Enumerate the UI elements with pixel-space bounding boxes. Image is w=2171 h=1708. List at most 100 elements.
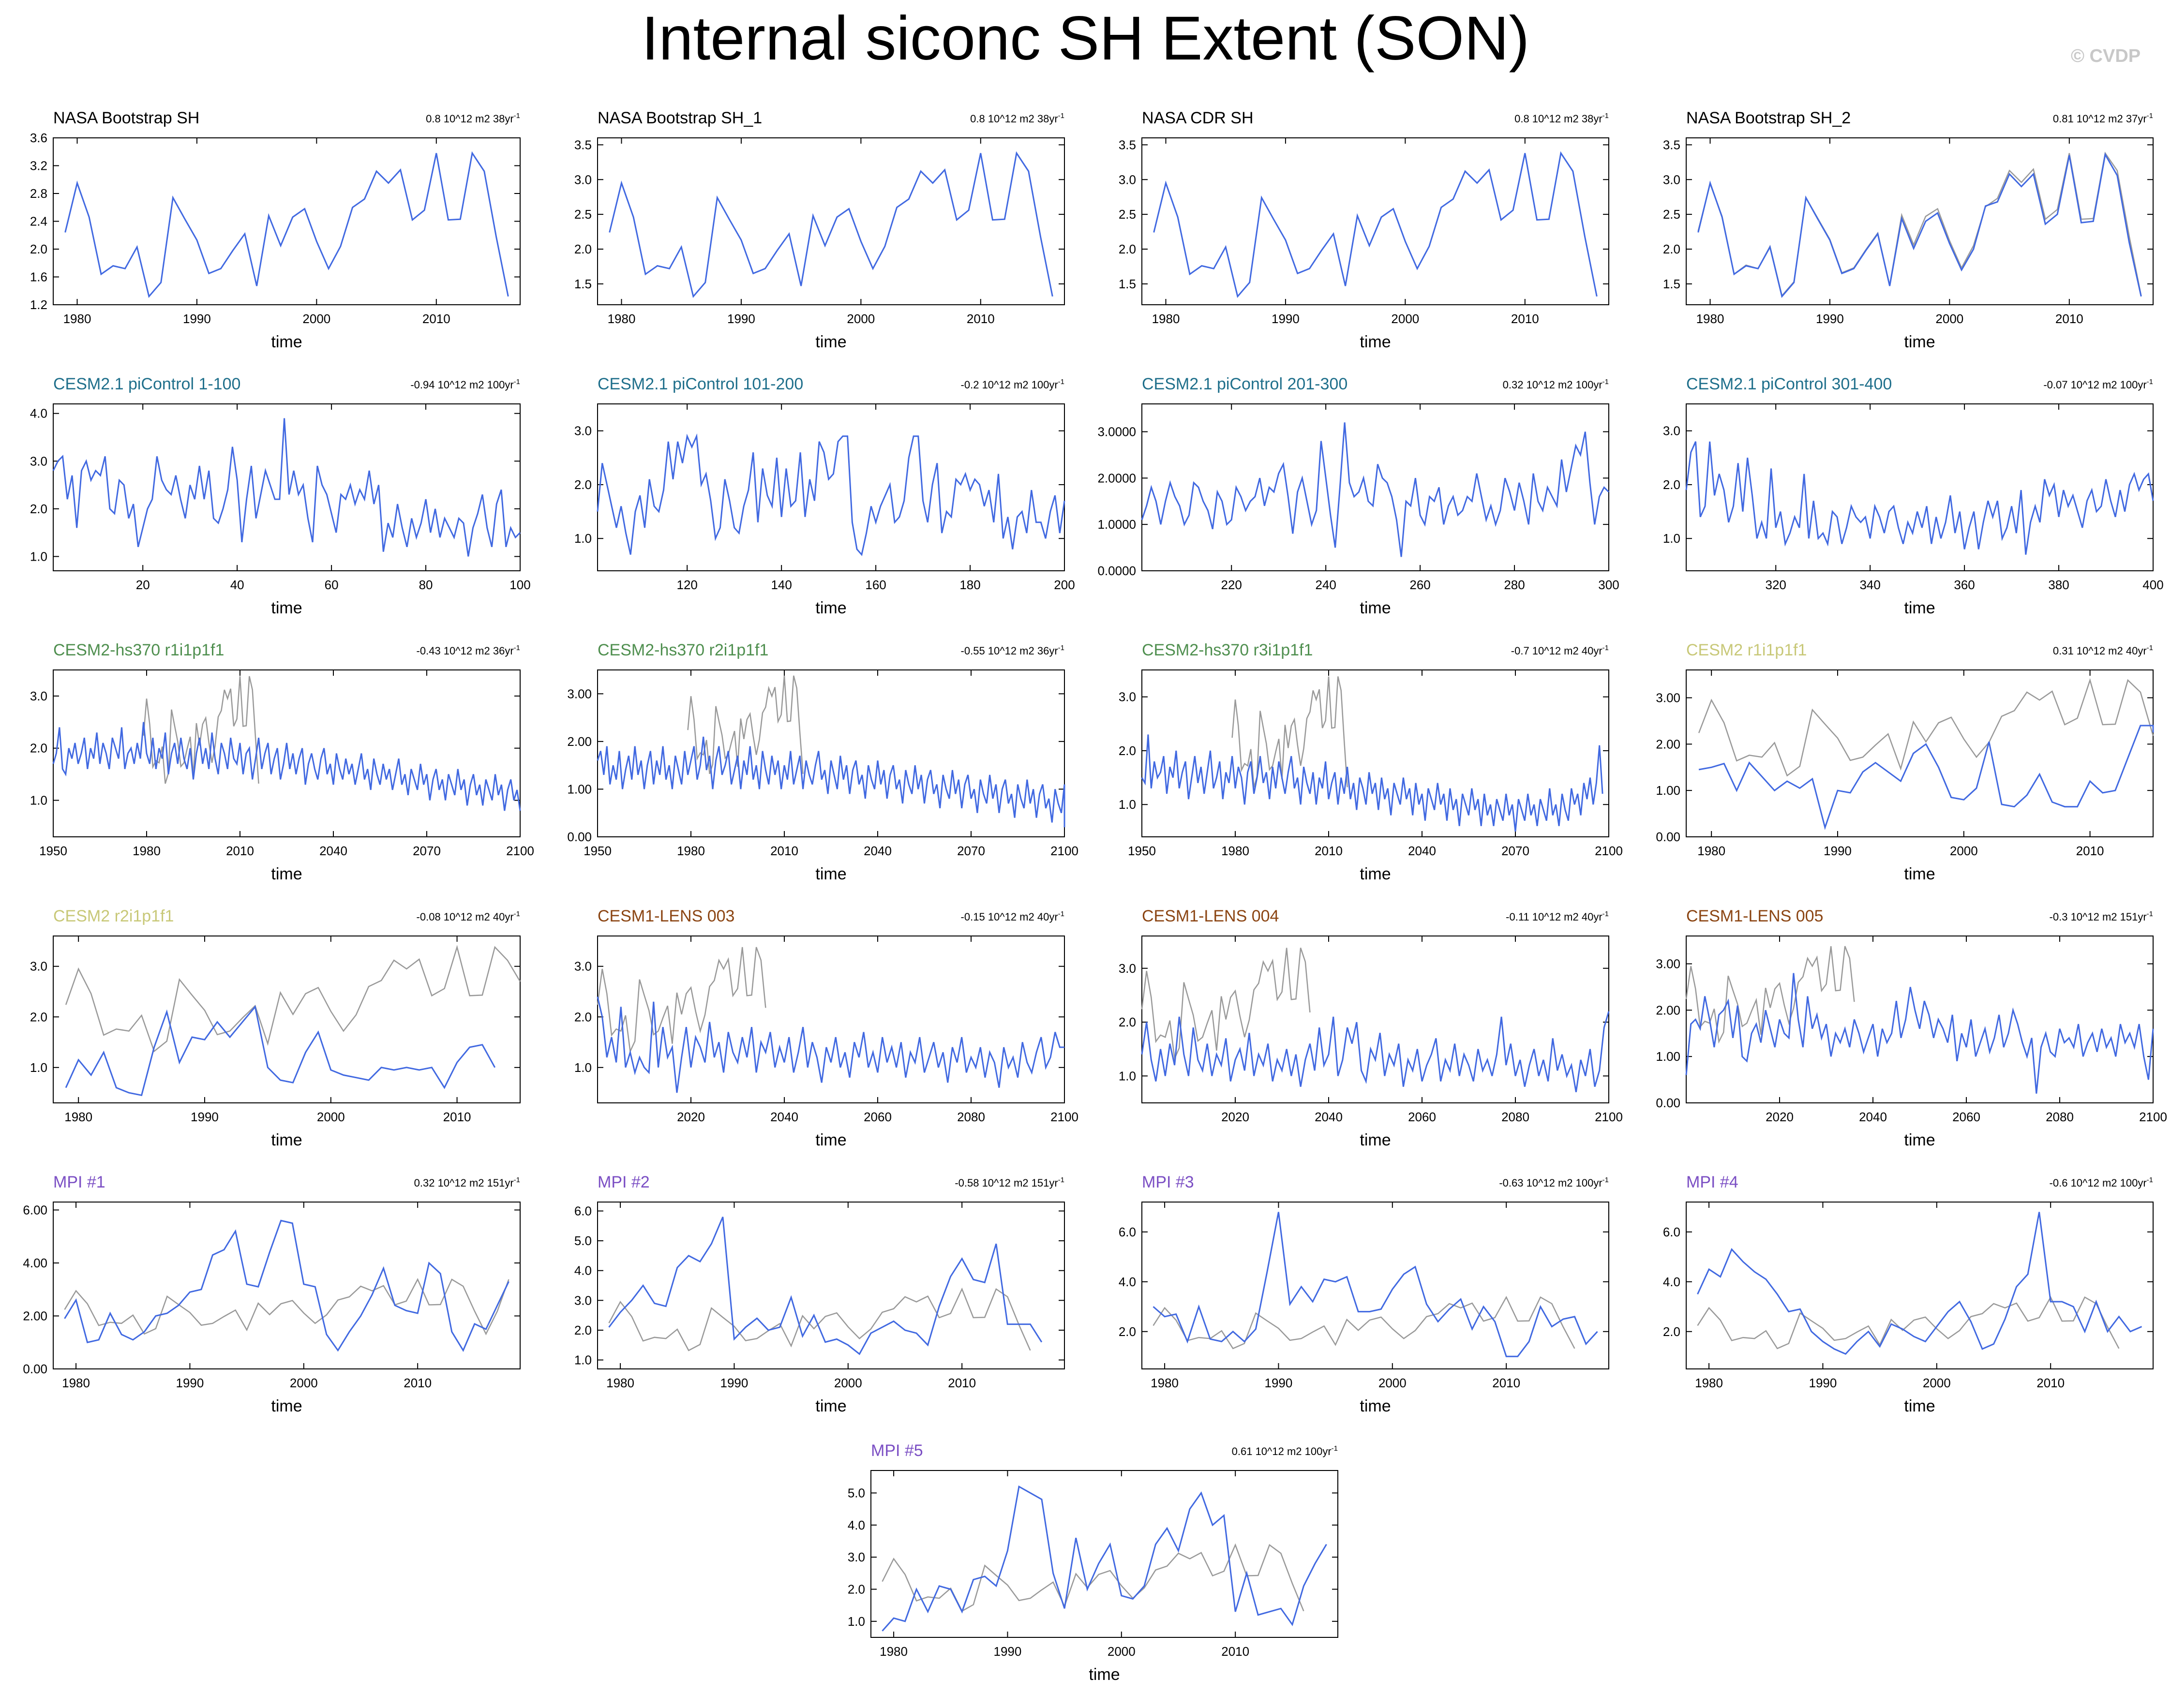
trend-exponent: -1 bbox=[1058, 910, 1064, 918]
x-axis-label: time bbox=[815, 599, 846, 617]
x-tick-label: 2040 bbox=[864, 844, 892, 858]
x-tick-label: 140 bbox=[771, 578, 792, 592]
x-tick-label: 2000 bbox=[317, 1110, 345, 1124]
y-tick-label: 2.0 bbox=[1119, 1324, 1136, 1339]
x-tick-label: 2100 bbox=[1595, 1110, 1623, 1124]
y-tick-label: 2.0 bbox=[848, 1582, 865, 1596]
trend-exponent: -1 bbox=[514, 910, 520, 918]
plot-frame bbox=[1141, 669, 1609, 837]
y-tick-label: 3.5 bbox=[1119, 137, 1136, 152]
plot-frame bbox=[597, 137, 1065, 305]
x-tick-label: 2010 bbox=[967, 312, 995, 326]
panel-16: CESM1-LENS 005 -0.3 10^12 m2 151yr-1 0.00 1… bbox=[1656, 907, 2167, 1149]
series-line-obs bbox=[1141, 948, 1311, 1061]
y-tick-label: 3.00 bbox=[1656, 957, 1680, 971]
series-line-model bbox=[882, 1485, 1327, 1632]
series-line-model bbox=[52, 418, 521, 557]
panel-title: MPI #2 bbox=[598, 1173, 650, 1191]
y-tick-label: 3.0 bbox=[30, 454, 47, 468]
series-line-model bbox=[597, 736, 1065, 828]
x-tick-label: 180 bbox=[959, 578, 980, 592]
y-tick-label: 3.00 bbox=[567, 686, 592, 701]
y-tick-label: 3.0 bbox=[1119, 172, 1136, 187]
x-tick-label: 1990 bbox=[994, 1644, 1022, 1659]
y-tick-label: 1.0 bbox=[30, 793, 47, 808]
series-line-model bbox=[64, 151, 509, 298]
x-axis-label: time bbox=[271, 599, 302, 617]
x-tick-label: 2100 bbox=[1050, 844, 1078, 858]
panel-title: CESM2.1 piControl 301-400 bbox=[1686, 375, 1892, 393]
x-tick-label: 2010 bbox=[2076, 844, 2104, 858]
y-tick-label: 2.0000 bbox=[1097, 471, 1136, 485]
y-tick-label: 3.0 bbox=[574, 172, 592, 187]
x-axis-label: time bbox=[271, 1397, 302, 1415]
series-line-model bbox=[52, 722, 521, 811]
y-tick-label: 3.2 bbox=[30, 159, 47, 173]
panel-18: MPI #2 -0.58 10^12 m2 151yr-1 1.0 2.0 3.0 4.0… bbox=[574, 1173, 1065, 1415]
y-tick-label: 3.6 bbox=[30, 131, 47, 145]
plot-frame bbox=[597, 936, 1065, 1103]
y-tick-label: 2.00 bbox=[567, 734, 592, 749]
trend-label: -0.58 10^12 m2 151yr-1 bbox=[955, 1176, 1064, 1189]
trend-label: 0.8 10^12 m2 38yr-1 bbox=[426, 112, 520, 125]
x-tick-label: 2010 bbox=[948, 1376, 976, 1390]
y-tick-label: 3.0 bbox=[1663, 424, 1680, 438]
trend-label: -0.7 10^12 m2 40yr-1 bbox=[1511, 644, 1609, 657]
trend-label: -0.15 10^12 m2 40yr-1 bbox=[961, 910, 1064, 923]
x-tick-label: 2000 bbox=[290, 1376, 318, 1390]
series-line-obs bbox=[1685, 946, 1855, 1044]
x-tick-label: 1980 bbox=[606, 1376, 634, 1390]
x-tick-label: 1990 bbox=[727, 312, 755, 326]
x-tick-label: 2000 bbox=[302, 312, 330, 326]
trend-label: -0.94 10^12 m2 100yr-1 bbox=[410, 378, 520, 391]
trend-label: -0.55 10^12 m2 36yr-1 bbox=[961, 644, 1064, 657]
x-tick-label: 360 bbox=[1954, 578, 1975, 592]
trend-label: 0.61 10^12 m2 100yr-1 bbox=[1232, 1444, 1338, 1457]
y-tick-label: 2.0 bbox=[30, 502, 47, 516]
y-tick-label: 0.00 bbox=[1656, 1096, 1680, 1110]
x-tick-label: 1980 bbox=[63, 312, 91, 326]
x-tick-label: 1980 bbox=[677, 844, 705, 858]
plot-frame bbox=[1686, 1202, 2154, 1369]
y-tick-label: 2.0 bbox=[1663, 1324, 1680, 1339]
x-axis-label: time bbox=[815, 1397, 846, 1415]
panel-6: CESM2.1 piControl 101-200 -0.2 10^12 m2 1… bbox=[574, 375, 1075, 617]
x-axis-label: time bbox=[1904, 1397, 1935, 1415]
series-line-obs bbox=[64, 1278, 509, 1336]
x-tick-label: 1980 bbox=[64, 1110, 92, 1124]
x-tick-label: 2100 bbox=[1595, 844, 1623, 858]
y-tick-label: 2.4 bbox=[30, 214, 47, 229]
x-tick-label: 240 bbox=[1315, 578, 1336, 592]
x-tick-label: 220 bbox=[1221, 578, 1242, 592]
series-line-model bbox=[1685, 973, 2154, 1094]
y-tick-label: 6.00 bbox=[23, 1203, 47, 1217]
series-line-model bbox=[1153, 1212, 1598, 1357]
x-tick-label: 2060 bbox=[864, 1110, 892, 1124]
series-line-obs bbox=[1231, 676, 1348, 787]
y-tick-label: 3.5 bbox=[574, 137, 592, 152]
plot-frame bbox=[53, 403, 521, 571]
y-tick-label: 4.0 bbox=[1119, 1275, 1136, 1289]
y-tick-label: 4.0 bbox=[1663, 1275, 1680, 1289]
panel-14: CESM1-LENS 003 -0.15 10^12 m2 40yr-1 1.0 2.… bbox=[574, 907, 1078, 1149]
x-tick-label: 2080 bbox=[1501, 1110, 1529, 1124]
panel-title: CESM2-hs370 r2i1p1f1 bbox=[598, 641, 768, 659]
y-tick-label: 4.00 bbox=[23, 1256, 47, 1270]
x-tick-label: 2070 bbox=[957, 844, 985, 858]
trend-label: -0.6 10^12 m2 100yr-1 bbox=[2050, 1176, 2153, 1189]
trend-exponent: -1 bbox=[514, 378, 520, 386]
x-axis-label: time bbox=[1089, 1665, 1120, 1684]
trend-exponent: -1 bbox=[2147, 112, 2153, 120]
y-tick-label: 1.5 bbox=[1663, 277, 1680, 291]
y-tick-label: 3.00 bbox=[1656, 691, 1680, 705]
y-tick-label: 3.0 bbox=[848, 1550, 865, 1564]
x-tick-label: 200 bbox=[1054, 578, 1075, 592]
x-tick-label: 1950 bbox=[39, 844, 67, 858]
series-line-obs bbox=[65, 945, 521, 1053]
x-tick-label: 2000 bbox=[1108, 1644, 1136, 1659]
y-tick-label: 3.0000 bbox=[1097, 425, 1136, 439]
panel-title: MPI #1 bbox=[53, 1173, 105, 1191]
x-tick-label: 2010 bbox=[1492, 1376, 1520, 1390]
x-tick-label: 1990 bbox=[1816, 312, 1844, 326]
x-tick-label: 2010 bbox=[1221, 1644, 1249, 1659]
